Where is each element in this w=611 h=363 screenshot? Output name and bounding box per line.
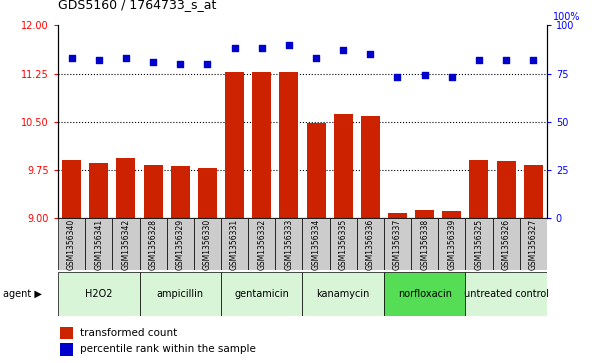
Text: GSM1356336: GSM1356336 — [366, 219, 375, 270]
Point — [67, 55, 76, 61]
Bar — [194, 218, 221, 270]
Bar — [248, 218, 276, 270]
Point — [148, 59, 158, 65]
Bar — [466, 272, 547, 316]
Bar — [58, 218, 85, 270]
Bar — [58, 272, 139, 316]
Text: GSM1356331: GSM1356331 — [230, 219, 239, 270]
Bar — [497, 162, 516, 218]
Bar — [524, 164, 543, 218]
Point — [202, 61, 212, 67]
Bar — [167, 218, 194, 270]
Text: GSM1356341: GSM1356341 — [94, 219, 103, 270]
Text: GSM1356338: GSM1356338 — [420, 219, 429, 270]
Text: 100%: 100% — [553, 12, 580, 22]
Text: ampicillin: ampicillin — [156, 289, 204, 299]
Text: agent ▶: agent ▶ — [3, 289, 42, 299]
Point — [94, 57, 104, 63]
Text: GSM1356327: GSM1356327 — [529, 219, 538, 270]
Text: kanamycin: kanamycin — [316, 289, 370, 299]
Bar — [438, 218, 466, 270]
Bar — [466, 218, 492, 270]
Text: GSM1356330: GSM1356330 — [203, 219, 212, 270]
Point — [420, 73, 430, 78]
Text: GSM1356339: GSM1356339 — [447, 219, 456, 270]
Bar — [117, 158, 136, 218]
Point — [257, 46, 266, 52]
Bar — [492, 218, 520, 270]
Bar — [276, 218, 302, 270]
Bar — [62, 160, 81, 218]
Point — [311, 55, 321, 61]
Bar — [357, 218, 384, 270]
Text: GSM1356340: GSM1356340 — [67, 219, 76, 270]
Bar — [442, 211, 461, 218]
Bar — [361, 117, 380, 218]
Text: transformed count: transformed count — [80, 328, 177, 338]
Bar — [60, 327, 73, 339]
Bar — [221, 218, 248, 270]
Text: GDS5160 / 1764733_s_at: GDS5160 / 1764733_s_at — [58, 0, 216, 11]
Bar — [225, 72, 244, 218]
Point — [529, 57, 538, 63]
Bar — [302, 272, 384, 316]
Text: gentamicin: gentamicin — [234, 289, 289, 299]
Point — [338, 48, 348, 53]
Bar — [221, 272, 302, 316]
Bar — [170, 167, 190, 218]
Point — [121, 55, 131, 61]
Bar — [334, 114, 353, 218]
Bar — [144, 164, 163, 218]
Text: GSM1356333: GSM1356333 — [284, 219, 293, 270]
Bar — [415, 210, 434, 218]
Text: H2O2: H2O2 — [85, 289, 112, 299]
Text: GSM1356337: GSM1356337 — [393, 219, 402, 270]
Bar — [520, 218, 547, 270]
Bar — [85, 218, 112, 270]
Point — [501, 57, 511, 63]
Bar — [469, 160, 488, 218]
Point — [393, 74, 403, 80]
Bar — [411, 218, 438, 270]
Bar — [198, 168, 217, 218]
Point — [175, 61, 185, 67]
Bar — [307, 123, 326, 218]
Bar — [384, 272, 466, 316]
Point — [474, 57, 484, 63]
Text: GSM1356325: GSM1356325 — [475, 219, 483, 270]
Bar — [89, 163, 108, 218]
Point — [447, 74, 456, 80]
Bar — [112, 218, 139, 270]
Text: GSM1356334: GSM1356334 — [312, 219, 321, 270]
Text: GSM1356335: GSM1356335 — [338, 219, 348, 270]
Bar — [329, 218, 357, 270]
Point — [365, 51, 375, 57]
Text: GSM1356328: GSM1356328 — [148, 219, 158, 270]
Text: GSM1356342: GSM1356342 — [122, 219, 130, 270]
Point — [284, 42, 294, 48]
Text: GSM1356332: GSM1356332 — [257, 219, 266, 270]
Text: norfloxacin: norfloxacin — [398, 289, 452, 299]
Bar — [139, 272, 221, 316]
Bar — [252, 72, 271, 218]
Bar — [388, 213, 407, 218]
Bar — [60, 343, 73, 356]
Bar — [139, 218, 167, 270]
Text: GSM1356326: GSM1356326 — [502, 219, 511, 270]
Text: untreated control: untreated control — [464, 289, 549, 299]
Bar — [302, 218, 329, 270]
Bar — [279, 72, 298, 218]
Text: percentile rank within the sample: percentile rank within the sample — [80, 344, 256, 354]
Point — [230, 46, 240, 52]
Text: GSM1356329: GSM1356329 — [176, 219, 185, 270]
Bar — [384, 218, 411, 270]
